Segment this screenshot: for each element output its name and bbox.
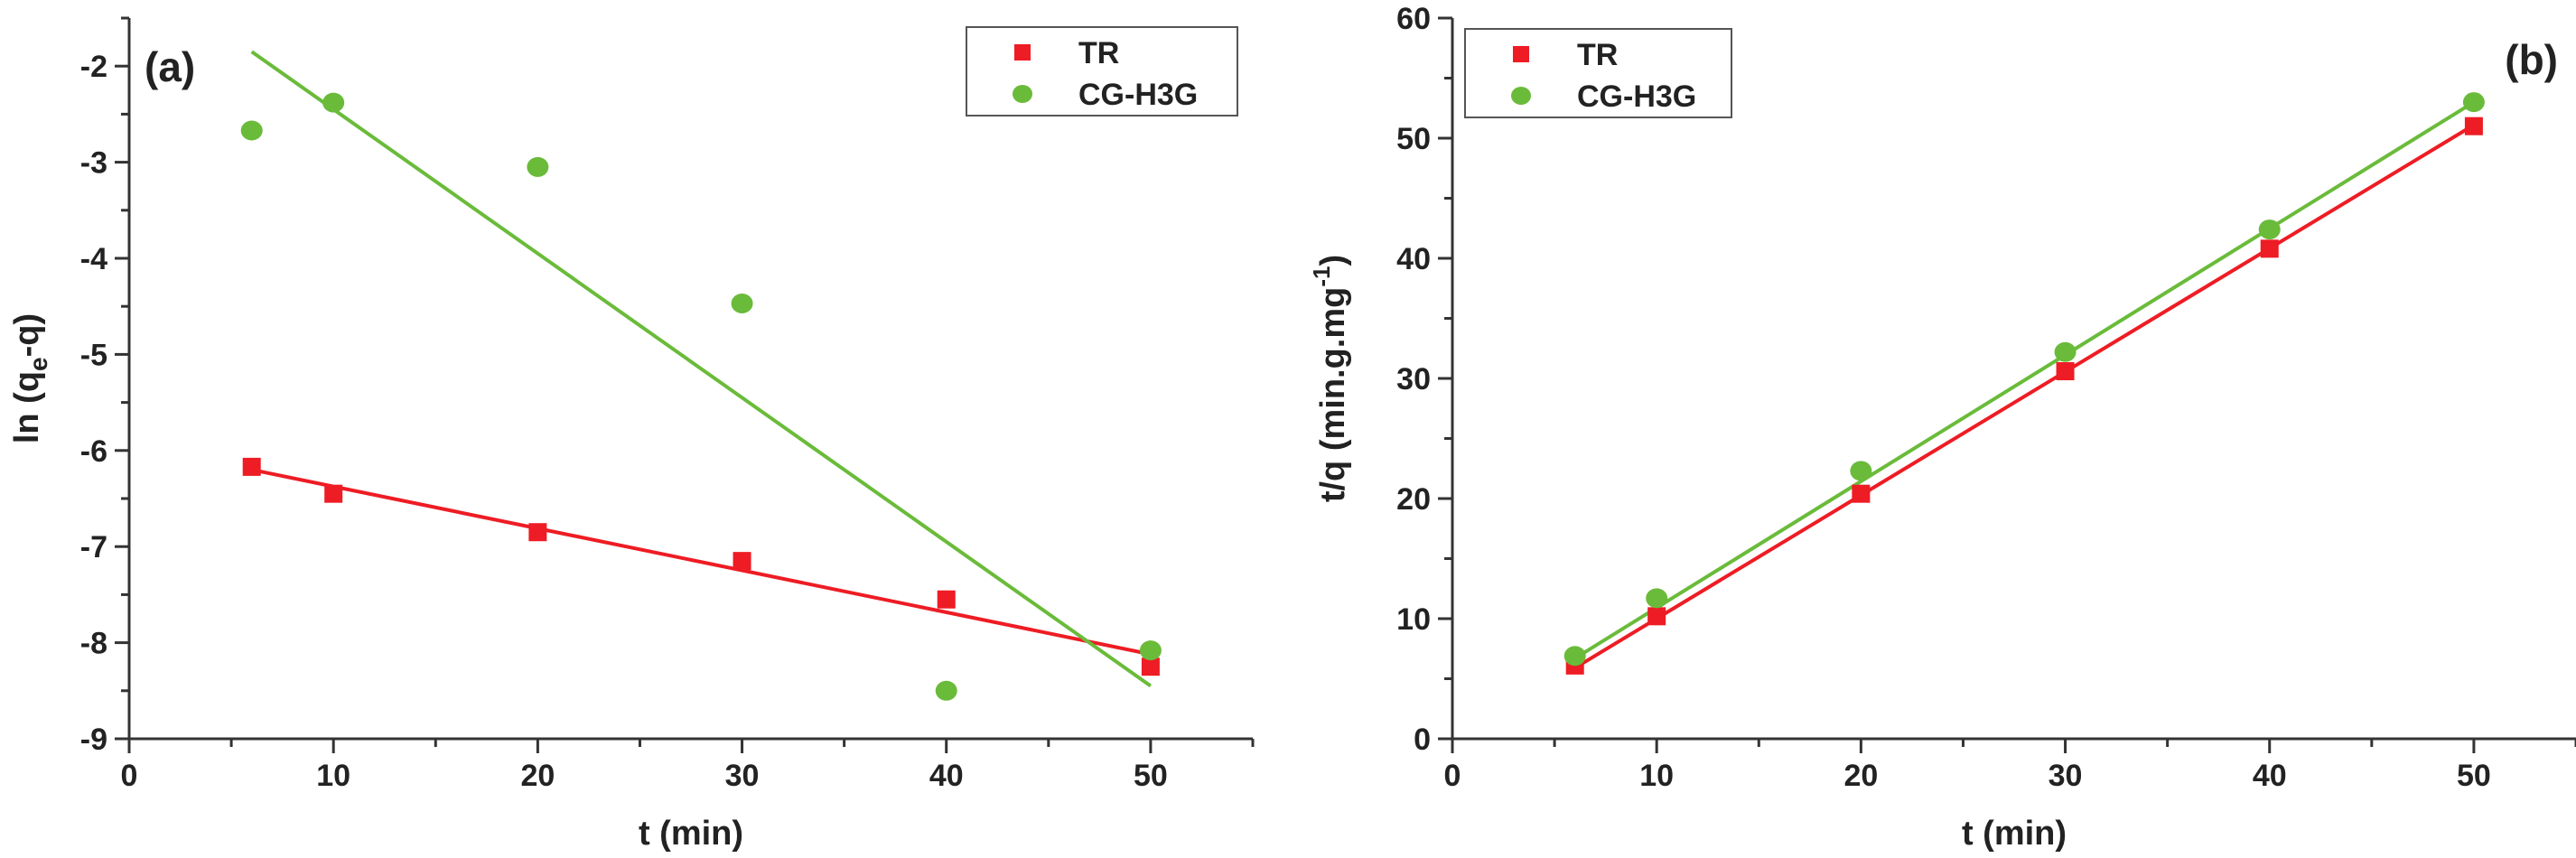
x-axis-title: t (min) (639, 815, 743, 853)
data-point-cg-h3g (527, 156, 549, 177)
legend-label-tr: TR (1577, 38, 1618, 72)
y-tick-label: -3 (80, 146, 107, 181)
x-tick-label: 50 (1134, 759, 1168, 793)
data-point-tr (2464, 117, 2483, 135)
y-axis-title-main: t/q (min.g.mg (1314, 287, 1352, 503)
x-tick-label: 0 (121, 759, 138, 793)
y-tick-label: 20 (1396, 482, 1431, 517)
legend: TR CG-H3G (966, 26, 1238, 117)
y-axis-title-main: ln (q (8, 371, 46, 443)
data-point-cg-h3g (731, 294, 753, 314)
y-tick-label: -4 (80, 242, 107, 276)
data-point-cg-h3g (322, 92, 345, 113)
fit-line-cg-h3g (250, 50, 1153, 688)
y-tick-label: 40 (1396, 242, 1431, 276)
panel-a: 0 10 20 30 40 50 -9 -8 -7 -6 -5 -4 -3 -2 t (min) ln (qe… (8, 16, 1255, 853)
fit-line-tr (1573, 123, 2475, 670)
x-tick-label: 10 (316, 759, 350, 793)
legend-label-tr: TR (1078, 36, 1119, 70)
y-axis-title-superscript: -1 (1308, 266, 1335, 287)
data-point-tr (324, 484, 343, 503)
data-point-cg-h3g (1563, 646, 1586, 667)
x-tick-label: 30 (725, 759, 760, 793)
legend-marker-cg-h3g (1511, 87, 1531, 105)
data-point-cg-h3g (240, 120, 263, 141)
y-axis-title-subscript: e (24, 357, 52, 371)
data-point-cg-h3g (1646, 588, 1668, 609)
legend-label-cg-h3g: CG-H3G (1078, 78, 1198, 112)
x-tick-label: 20 (1843, 759, 1878, 793)
panel-label: (b) (2505, 36, 2558, 83)
y-tick-label: 0 (1414, 723, 1431, 757)
y-axis-title-tail: -q) (8, 313, 46, 358)
legend-box (966, 26, 1238, 117)
x-tick-label: 40 (929, 759, 964, 793)
y-tick-label: 50 (1396, 122, 1431, 156)
legend: TR CG-H3G (1464, 28, 1732, 118)
y-tick-label: 60 (1396, 2, 1431, 36)
data-point-tr (242, 457, 261, 476)
y-tick-label: -2 (80, 50, 107, 84)
legend-marker-tr (1513, 46, 1529, 62)
data-point-cg-h3g (2462, 92, 2485, 113)
x-tick-label: 0 (1444, 759, 1461, 793)
x-axis-title: t (min) (1962, 815, 2067, 853)
data-point-cg-h3g (935, 680, 957, 701)
legend-box (1464, 28, 1732, 118)
data-point-tr (1647, 607, 1666, 626)
y-tick-label: 10 (1396, 602, 1431, 637)
y-tick-label: -5 (80, 338, 107, 372)
x-tick-label: 40 (2253, 759, 2287, 793)
x-tick-label: 30 (2049, 759, 2083, 793)
y-tick-label: 30 (1396, 362, 1431, 396)
data-point-cg-h3g (2258, 219, 2281, 240)
data-point-cg-h3g (2054, 341, 2077, 362)
fit-line-tr (251, 468, 1152, 657)
y-axis-title: t/q (min.g.mg-1) (1308, 255, 1352, 502)
legend-label-cg-h3g: CG-H3G (1577, 79, 1696, 114)
y-axis-title: ln (qe-q) (8, 313, 52, 443)
y-tick-label: -9 (80, 723, 107, 757)
data-point-tr (1852, 484, 1871, 503)
legend-marker-cg-h3g (1013, 85, 1032, 103)
x-tick-label: 10 (1639, 759, 1674, 793)
data-point-tr (733, 552, 751, 571)
y-tick-label: -7 (80, 530, 107, 564)
data-point-cg-h3g (1850, 461, 1872, 481)
data-point-tr (2056, 362, 2075, 381)
data-point-tr (528, 523, 547, 542)
data-point-tr (1141, 657, 1160, 676)
y-axis-title-tail: ) (1314, 255, 1352, 266)
legend-marker-tr (1014, 44, 1031, 61)
data-point-tr (937, 590, 956, 609)
y-tick-label: -6 (80, 434, 107, 469)
data-point-cg-h3g (1139, 640, 1162, 661)
y-tick-label: -8 (80, 627, 107, 661)
panel-label: (a) (145, 43, 195, 90)
data-point-tr (2260, 239, 2279, 258)
x-tick-label: 50 (2457, 759, 2491, 793)
x-tick-label: 20 (520, 759, 555, 793)
fit-line-cg-h3g (1573, 100, 2475, 660)
panel-b: 0 10 20 30 40 50 0 10 20 30 40 50 60 t (min) t/q (min.… (1308, 2, 2576, 853)
